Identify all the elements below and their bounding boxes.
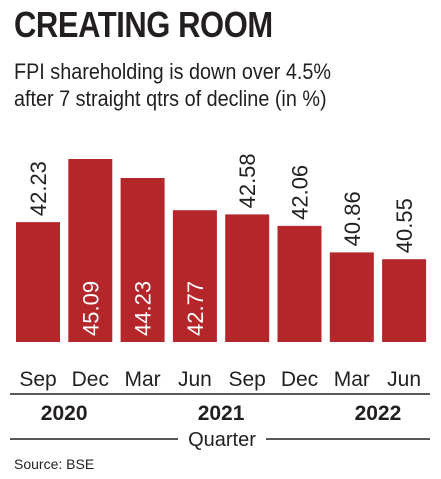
value-label-7: 40.86	[340, 191, 365, 246]
year-label-2022: 2022	[355, 402, 402, 425]
month-label-7: Mar	[334, 368, 370, 391]
month-label-5: Sep	[229, 368, 266, 391]
bar-3	[120, 177, 165, 342]
month-label-2: Dec	[72, 368, 109, 391]
source-note: Source: BSE	[14, 456, 95, 472]
subtitle-line-2: after 7 straight qtrs of decline (in %)	[14, 86, 327, 111]
value-label-3: 44.23	[131, 281, 156, 336]
month-label-4: Jun	[178, 368, 212, 391]
bar-6	[277, 225, 322, 342]
value-labels-group: 42.23 45.09 44.23 42.77 42.58 42.06 40.86 40.55	[26, 153, 417, 336]
value-label-2: 45.09	[78, 281, 103, 336]
value-label-1: 42.23	[26, 161, 51, 216]
bar-chart: 42.23 45.09 44.23 42.77 42.58 42.06 40.86 40.55…	[10, 153, 430, 450]
month-label-3: Mar	[125, 368, 161, 391]
bar-1	[16, 222, 60, 342]
x-axis-title: Quarter	[188, 429, 256, 450]
value-label-8: 40.55	[392, 198, 417, 253]
bar-5	[225, 214, 270, 342]
year-label-2021: 2021	[198, 402, 245, 425]
month-label-1: Sep	[19, 368, 56, 391]
value-label-4: 42.77	[183, 281, 208, 336]
chart-subtitle: FPI shareholding is down over 4.5% after…	[14, 58, 331, 112]
month-label-8: Jun	[387, 368, 421, 391]
value-label-5: 42.58	[235, 153, 260, 208]
bar-7	[329, 252, 374, 342]
month-label-6: Dec	[281, 368, 318, 391]
year-label-2020: 2020	[41, 402, 88, 425]
bar-8	[382, 259, 427, 342]
bars-group	[16, 159, 427, 342]
year-labels-group: 2020 2021 2022	[41, 402, 402, 425]
chart-title: CREATING ROOM	[14, 4, 273, 45]
bar-2	[68, 159, 113, 342]
value-label-6: 42.06	[288, 165, 313, 220]
month-labels-group: Sep Dec Mar Jun Sep Dec Mar Jun	[19, 368, 421, 391]
subtitle-line-1: FPI shareholding is down over 4.5%	[14, 59, 331, 84]
bar-4	[172, 210, 217, 342]
x-axis-title-group: Quarter	[10, 429, 430, 450]
